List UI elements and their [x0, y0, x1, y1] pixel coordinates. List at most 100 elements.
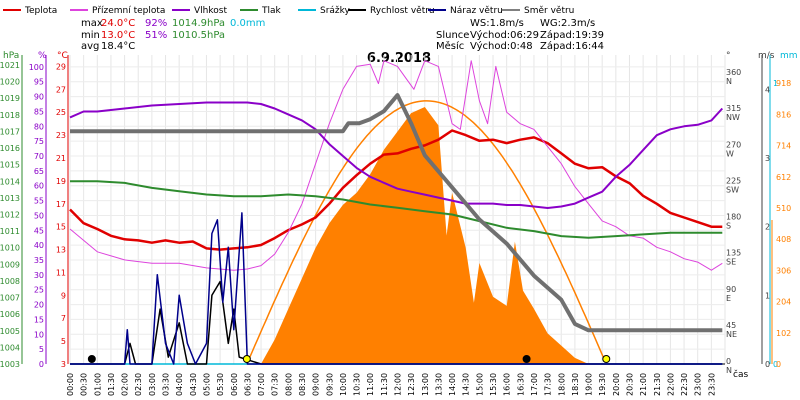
series-line-náraz-větru	[70, 212, 723, 365]
humidity-tick-label: 0	[39, 360, 44, 369]
solar-tick-label: 714	[776, 142, 791, 151]
temperature-tick-label: 9	[61, 291, 66, 300]
pressure-tick-label: 1014	[0, 177, 20, 186]
x-tick-label: 16:00	[503, 373, 512, 396]
humidity-tick-label: 5	[39, 345, 44, 354]
pressure-tick-label: 1016	[0, 144, 20, 153]
x-tick-label: 02:00	[121, 373, 130, 396]
legend-label: Vlhkost	[194, 6, 227, 16]
x-tick-label: 12:30	[407, 373, 416, 396]
pressure-tick-label: 1003	[0, 360, 20, 369]
x-tick-label: 02:30	[134, 373, 143, 396]
stats-avg-label: avg	[81, 41, 99, 52]
temperature-tick-label: 17	[56, 200, 66, 209]
humidity-tick-label: 60	[34, 182, 44, 191]
humidity-tick-label: 90	[34, 93, 44, 102]
solar-tick-label: 510	[776, 204, 791, 213]
temperature-tick-label: 25	[56, 108, 66, 117]
rain-tick-label: 1	[773, 79, 778, 88]
stats-max-temp: 24.0°C	[101, 18, 135, 29]
legend-item: Přízemní teplota	[70, 6, 165, 16]
stats-min-temp: 13.0°C	[101, 30, 135, 41]
x-tick-label: 03:00	[148, 373, 157, 396]
x-tick-label: 09:30	[325, 373, 334, 396]
x-tick-label: 18:30	[571, 373, 580, 396]
legend-item: Vlhkost	[172, 6, 227, 16]
humidity-axis-label: %	[38, 51, 47, 61]
direction-tick-deg: 360	[726, 68, 741, 77]
temperature-tick-label: 3	[61, 360, 66, 369]
x-tick-label: 04:30	[189, 373, 198, 396]
pressure-tick-label: 1009	[0, 260, 20, 269]
x-axis: 00:00 00:30 01:00 01:30 02:00 02:30 03:00 03:30…	[66, 373, 716, 396]
sun-label: Slunce	[436, 30, 469, 41]
humidity-tick-label: 70	[34, 152, 44, 161]
x-tick-label: 13:00	[421, 373, 430, 396]
legend-item: Srážky	[298, 6, 351, 16]
x-tick-label: 06:00	[230, 373, 239, 396]
solar-radiation	[70, 100, 723, 365]
x-tick-label: 17:30	[544, 373, 553, 396]
stats-max-rain: 0.0mm	[230, 18, 265, 29]
direction-axis-label: °	[726, 51, 731, 61]
solar-tick-label: 0	[776, 360, 781, 369]
temperature-tick-label: 5	[61, 337, 66, 346]
humidity-tick-label: 50	[34, 211, 44, 220]
x-tick-label: 03:30	[162, 373, 171, 396]
sunrise-marker	[242, 355, 251, 363]
direction-tick-dir: SW	[726, 185, 739, 194]
humidity-tick-label: 100	[29, 63, 44, 72]
humidity-tick-label: 20	[34, 301, 44, 310]
x-tick-label: 19:00	[585, 373, 594, 396]
x-tick-label: 23:00	[694, 373, 703, 396]
humidity-tick-label: 15	[34, 315, 44, 324]
direction-tick-dir: E	[726, 294, 731, 303]
series-line-vlhkost	[69, 101, 724, 209]
x-tick-label: 21:30	[653, 373, 662, 396]
wind-tick-label: 0	[765, 360, 770, 369]
x-tick-label: 06:30	[243, 373, 252, 396]
legend-item: Teplota	[3, 6, 57, 16]
x-tick-label: 23:30	[707, 373, 716, 396]
x-tick-label: 10:00	[339, 373, 348, 396]
x-tick-label: 08:30	[298, 373, 307, 396]
humidity-tick-label: 40	[34, 241, 44, 250]
solar-tick-label: 408	[776, 235, 791, 244]
x-tick-label: 08:00	[284, 373, 293, 396]
x-tick-label: 20:00	[612, 373, 621, 396]
legend-item: Náraz větru	[428, 6, 503, 16]
solar-tick-label: 612	[776, 173, 791, 182]
sun-set: Západ:19:39	[540, 29, 604, 41]
pressure-tick-label: 1018	[0, 111, 20, 120]
x-tick-label: 15:00	[475, 373, 484, 396]
direction-tick-deg: 0	[726, 357, 731, 366]
x-tick-label: 00:00	[66, 373, 75, 396]
direction-tick-deg: 90	[726, 285, 736, 294]
legend-item: Rychlost větru	[348, 6, 435, 16]
direction-tick-dir: W	[726, 149, 734, 158]
direction-tick-dir: NW	[726, 113, 740, 122]
pressure-tick-label: 1008	[0, 277, 20, 286]
wind-tick-label: 1	[765, 291, 770, 300]
humidity-tick-label: 65	[34, 167, 44, 176]
temperature-tick-label: 11	[56, 268, 66, 277]
solar-area	[70, 107, 723, 364]
temperature-tick-label: 23	[56, 131, 66, 140]
wind-tick-label: 2	[765, 223, 770, 232]
sun-moon-markers	[87, 355, 611, 363]
temperature-tick-label: 7	[61, 314, 66, 323]
legend-item: Směr větru	[502, 6, 574, 16]
wind-axis-label: m/s	[758, 51, 775, 61]
solar-tick-label: 204	[776, 298, 791, 307]
humidity-tick-label: 85	[34, 107, 44, 116]
x-tick-label: 17:00	[530, 373, 539, 396]
pressure-tick-label: 1017	[0, 127, 20, 136]
rain-axis-label: mm	[780, 51, 798, 61]
pressure-tick-label: 1019	[0, 94, 20, 103]
pressure-tick-label: 1012	[0, 210, 20, 219]
x-tick-label: 00:30	[80, 373, 89, 396]
temperature-tick-label: 21	[56, 154, 66, 163]
direction-tick-dir: NE	[726, 330, 737, 339]
x-tick-label: 22:30	[680, 373, 689, 396]
